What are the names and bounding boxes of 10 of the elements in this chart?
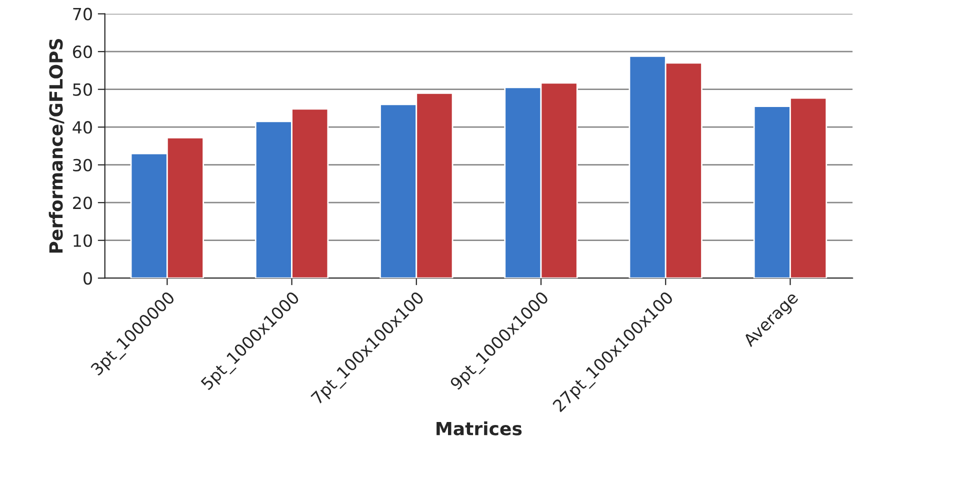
y-tick-label: 20 <box>73 196 92 210</box>
y-axis-title: Performance/GFLOPS <box>48 39 64 253</box>
y-tick-label: 0 <box>84 272 92 285</box>
y-tick-label: 70 <box>73 8 92 20</box>
y-tick-label: 50 <box>73 83 92 96</box>
y-tick-label: 30 <box>73 158 92 172</box>
y-tick-label: 10 <box>74 234 92 247</box>
x-axis-title: Matrices <box>436 421 522 436</box>
y-tick-label: 60 <box>73 46 92 58</box>
y-tick-label: 40 <box>72 121 92 134</box>
